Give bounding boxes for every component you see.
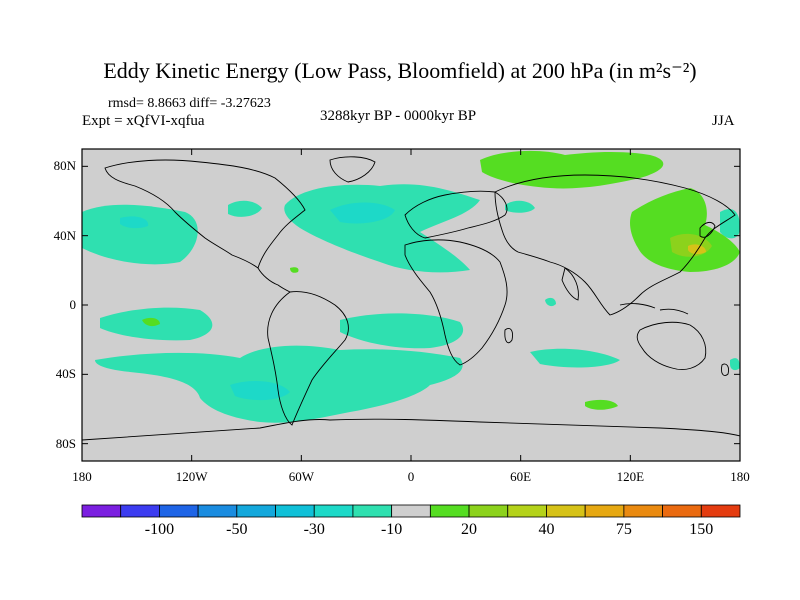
map-panel <box>82 149 740 461</box>
colorbar-swatch <box>468 504 509 518</box>
lat-tick-label: 40S <box>55 366 76 382</box>
experiment-label: Expt = xQfVI-xqfua <box>82 113 205 129</box>
colorbar-swatch <box>81 504 122 518</box>
colorbar-label: -10 <box>380 521 403 538</box>
colorbar-label: 75 <box>615 521 632 538</box>
stats-text: rmsd= 8.8663 diff= -3.27623 <box>108 96 271 111</box>
coastlines <box>82 156 740 441</box>
negative-anomaly-north-pacific <box>82 204 198 265</box>
colorbar-label: 40 <box>538 521 555 538</box>
lon-tick-label: 0 <box>407 469 415 484</box>
lon-tick-label: 120W <box>175 469 208 484</box>
colorbar-swatch <box>391 504 431 518</box>
negative-anomaly-southern-ocean <box>530 348 740 371</box>
colorbar-label: -30 <box>303 521 325 538</box>
season-label: JJA <box>712 113 735 129</box>
colorbar-label: 20 <box>461 521 478 538</box>
colorbar-swatch <box>352 504 393 518</box>
positive-anomaly-peak <box>688 244 706 255</box>
colorbar-swatch <box>662 504 702 518</box>
colorbar-swatch <box>197 504 238 518</box>
positive-anomaly-arctic <box>480 150 664 189</box>
negative-anomaly-africa <box>545 297 556 307</box>
lon-tick-label: 60E <box>510 469 532 484</box>
colorbar-swatch <box>159 504 199 518</box>
colorbar-swatch <box>236 504 276 518</box>
colorbar <box>81 504 741 518</box>
colorbar-swatch <box>120 504 160 518</box>
axis-ticks <box>81 149 741 461</box>
positive-anomaly-east-asia <box>630 188 740 272</box>
colorbar-label: 150 <box>689 521 714 538</box>
colorbar-swatch <box>584 504 625 518</box>
lat-tick-label: 80S <box>55 435 76 451</box>
map-title: Eddy Kinetic Energy (Low Pass, Bloomfiel… <box>103 58 697 83</box>
colorbar-swatch <box>313 504 354 518</box>
colorbar-label: -50 <box>226 521 248 538</box>
colorbar-swatch <box>507 504 547 518</box>
negative-anomaly-europe <box>505 200 535 213</box>
colorbar-label: -100 <box>144 521 175 538</box>
negative-anomaly-west-pacific <box>720 208 740 239</box>
lat-tick-label: 40N <box>53 227 76 243</box>
colorbar-swatch <box>429 504 470 518</box>
negative-anomaly-south-pacific <box>95 345 463 423</box>
lon-tick-label: 180 <box>72 469 92 484</box>
period-label: 3288kyr BP - 0000kyr BP <box>320 108 477 124</box>
colorbar-swatch <box>700 504 741 518</box>
colorbar-swatch <box>275 504 315 518</box>
negative-anomaly-tropical-band <box>100 307 464 349</box>
colorbar-swatch <box>546 504 586 518</box>
negative-anomaly-core <box>120 202 395 401</box>
lat-tick-label: 0 <box>69 297 77 312</box>
lon-tick-label: 180 <box>730 469 750 484</box>
lat-tick-label: 80N <box>53 158 76 174</box>
lon-tick-label: 120E <box>616 469 645 484</box>
negative-anomaly-north-atlantic <box>228 184 480 273</box>
lon-tick-label: 60W <box>288 469 314 484</box>
anomaly-fields <box>82 150 740 423</box>
colorbar-swatch <box>623 504 663 518</box>
